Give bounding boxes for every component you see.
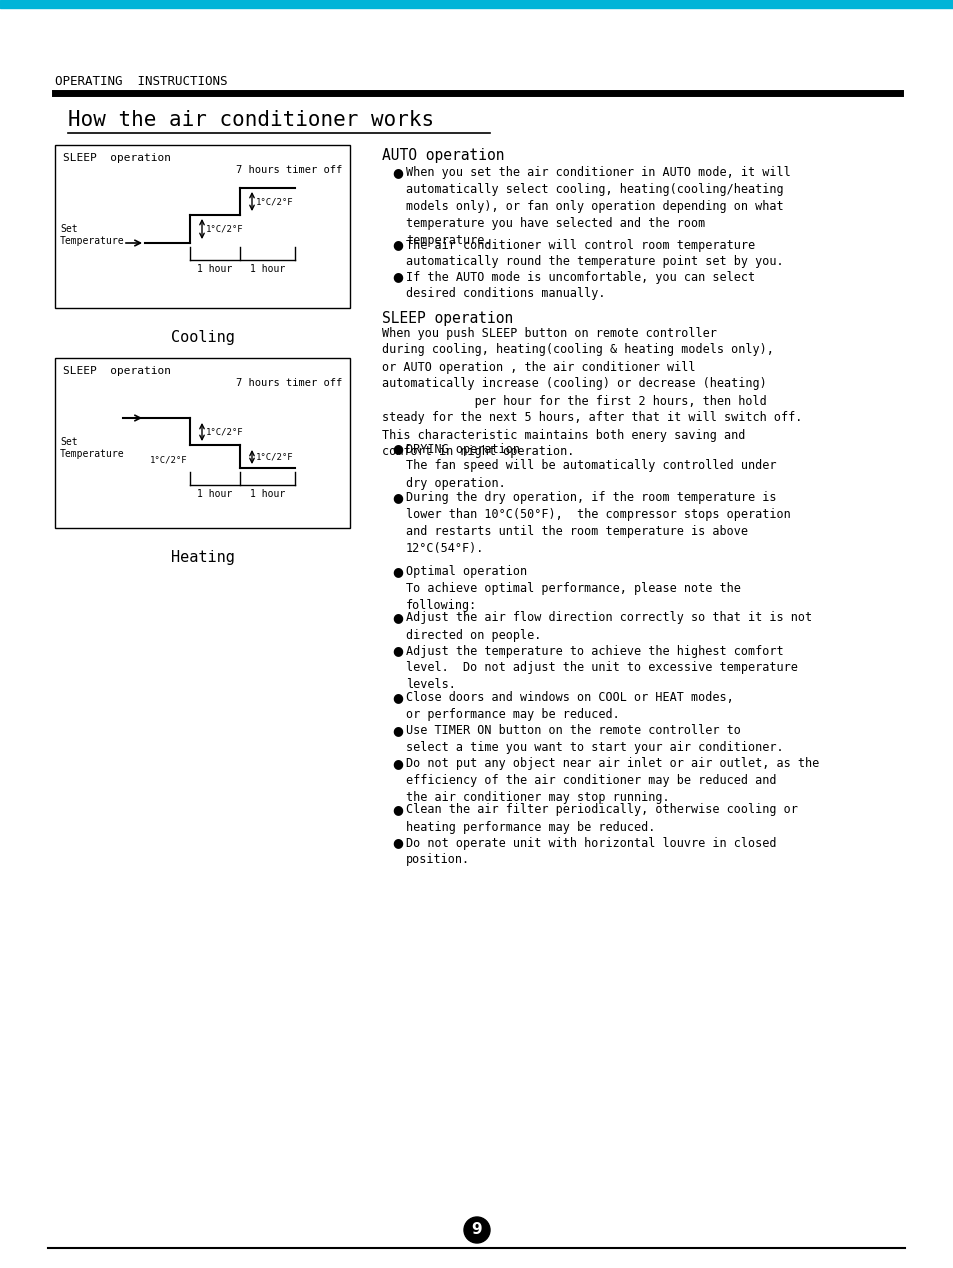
Text: 9: 9: [471, 1222, 482, 1238]
Text: 7 hours timer off: 7 hours timer off: [235, 378, 341, 388]
Text: ●: ●: [392, 837, 402, 850]
Text: The air conditioner will control room temperature
automatically round the temper: The air conditioner will control room te…: [406, 238, 782, 269]
Text: Do not put any object near air inlet or air outlet, as the
efficiency of the air: Do not put any object near air inlet or …: [406, 757, 819, 804]
Text: 1 hour: 1 hour: [250, 489, 285, 500]
Text: Adjust the temperature to achieve the highest comfort
level.  Do not adjust the : Adjust the temperature to achieve the hi…: [406, 644, 797, 691]
Text: ●: ●: [392, 644, 402, 658]
Circle shape: [463, 1217, 490, 1243]
Text: 1°C/2°F: 1°C/2°F: [206, 224, 243, 233]
Text: ●: ●: [392, 566, 402, 578]
Bar: [0, 0, 953, 8]
Text: ●: ●: [392, 443, 402, 455]
Text: Use TIMER ON button on the remote controller to
select a time you want to start : Use TIMER ON button on the remote contro…: [406, 724, 782, 754]
Text: 7 hours timer off: 7 hours timer off: [235, 165, 341, 175]
Bar: [55, 358, 350, 527]
Text: Heating: Heating: [171, 550, 234, 566]
Text: Adjust the air flow direction correctly so that it is not
directed on people.: Adjust the air flow direction correctly …: [406, 611, 811, 642]
Text: Close doors and windows on COOL or HEAT modes,
or performance may be reduced.: Close doors and windows on COOL or HEAT …: [406, 691, 733, 721]
Text: ●: ●: [392, 611, 402, 625]
Text: ●: ●: [392, 804, 402, 817]
Text: DRYING operation
The fan speed will be automatically controlled under
dry operat: DRYING operation The fan speed will be a…: [406, 443, 776, 489]
Text: AUTO operation: AUTO operation: [381, 148, 504, 164]
Text: 1 hour: 1 hour: [250, 264, 285, 274]
Text: ●: ●: [392, 491, 402, 503]
Text: When you push SLEEP button on remote controller
during cooling, heating(cooling : When you push SLEEP button on remote con…: [381, 326, 801, 459]
Text: SLEEP  operation: SLEEP operation: [63, 153, 171, 164]
Text: ●: ●: [392, 166, 402, 179]
Text: ●: ●: [392, 757, 402, 770]
Text: Cooling: Cooling: [171, 330, 234, 345]
Bar: [55, 145, 350, 308]
Text: 1°C/2°F: 1°C/2°F: [150, 455, 188, 464]
Text: ●: ●: [392, 238, 402, 251]
Text: ●: ●: [392, 270, 402, 284]
Text: 1°C/2°F: 1°C/2°F: [206, 427, 243, 436]
Text: If the AUTO mode is uncomfortable, you can select
desired conditions manually.: If the AUTO mode is uncomfortable, you c…: [406, 270, 755, 301]
Text: 1°C/2°F: 1°C/2°F: [255, 453, 294, 462]
Text: SLEEP  operation: SLEEP operation: [63, 366, 171, 377]
Text: When you set the air conditioner in AUTO mode, it will
automatically select cool: When you set the air conditioner in AUTO…: [406, 166, 790, 247]
Text: Optimal operation
To achieve optimal performance, please note the
following:: Optimal operation To achieve optimal per…: [406, 566, 740, 612]
Text: How the air conditioner works: How the air conditioner works: [68, 110, 434, 131]
Text: Set
Temperature: Set Temperature: [60, 223, 125, 246]
Text: Clean the air filter periodically, otherwise cooling or
heating performance may : Clean the air filter periodically, other…: [406, 804, 797, 833]
Text: SLEEP operation: SLEEP operation: [381, 311, 513, 326]
Text: OPERATING  INSTRUCTIONS: OPERATING INSTRUCTIONS: [55, 75, 227, 87]
Text: Do not operate unit with horizontal louvre in closed
position.: Do not operate unit with horizontal louv…: [406, 837, 776, 866]
Text: ●: ●: [392, 724, 402, 737]
Text: Set
Temperature: Set Temperature: [60, 436, 125, 459]
Text: During the dry operation, if the room temperature is
lower than 10°C(50°F),  the: During the dry operation, if the room te…: [406, 491, 790, 555]
Text: 1 hour: 1 hour: [197, 264, 233, 274]
Text: ●: ●: [392, 691, 402, 704]
Text: 1 hour: 1 hour: [197, 489, 233, 500]
Text: 1°C/2°F: 1°C/2°F: [255, 198, 294, 207]
